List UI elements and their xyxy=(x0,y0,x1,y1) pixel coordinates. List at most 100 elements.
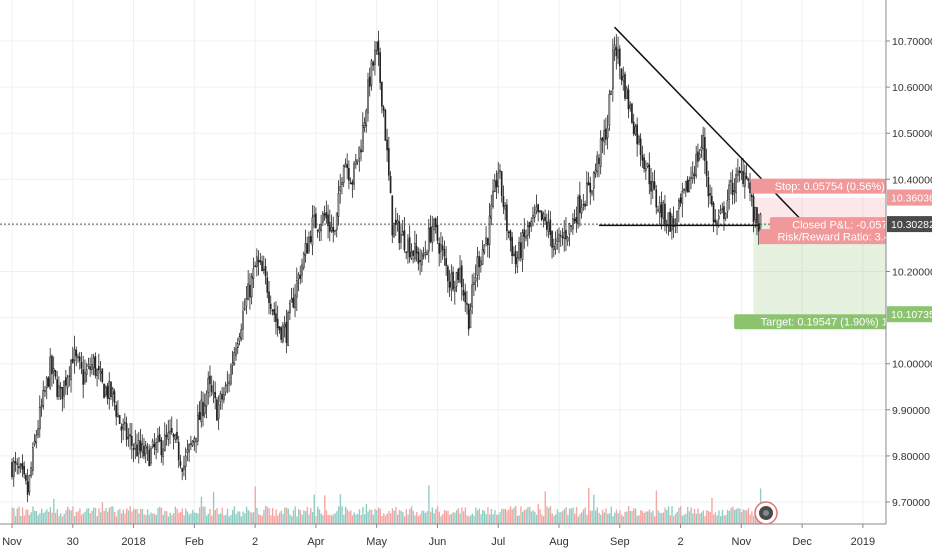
volume-bar xyxy=(541,514,543,524)
volume-bar xyxy=(18,506,20,524)
candle-body xyxy=(361,125,364,152)
candle-body xyxy=(438,242,441,254)
candle-body xyxy=(412,250,414,256)
candle-body xyxy=(99,371,102,374)
candle xyxy=(622,66,625,91)
volume-bar xyxy=(330,515,333,524)
candle xyxy=(697,143,699,168)
volume-bar xyxy=(244,513,246,524)
current-price-badge-box xyxy=(887,216,932,233)
volume-bar xyxy=(54,512,57,524)
candle xyxy=(202,391,204,427)
candle-body xyxy=(183,465,185,470)
candle xyxy=(91,354,93,375)
candle xyxy=(502,185,505,215)
candle-body xyxy=(603,130,605,143)
candle-body xyxy=(297,274,300,280)
volume-bar xyxy=(112,506,114,524)
candle-body xyxy=(134,442,137,449)
volume-bar xyxy=(205,515,208,524)
candle xyxy=(342,164,345,187)
volume-bar xyxy=(499,512,501,524)
candle xyxy=(229,363,232,386)
candle-body xyxy=(262,268,265,271)
volume-bar xyxy=(565,507,567,524)
candle-body xyxy=(273,309,276,315)
volume-bar xyxy=(417,516,420,524)
candle-body xyxy=(358,146,361,159)
candle xyxy=(124,413,126,431)
candle-body xyxy=(455,272,458,287)
candle xyxy=(599,130,602,175)
volume-bar xyxy=(87,508,90,524)
candle xyxy=(320,214,322,242)
candle-body xyxy=(660,204,663,218)
candle xyxy=(290,287,293,303)
time-tick-label: 2 xyxy=(252,536,258,548)
candle-body xyxy=(184,455,187,467)
candle-body xyxy=(480,260,482,266)
candle xyxy=(552,238,555,257)
scroll-to-realtime-button[interactable] xyxy=(754,501,778,525)
candle xyxy=(625,85,628,100)
candle xyxy=(492,179,494,209)
candle-body xyxy=(14,461,17,464)
candle xyxy=(221,387,223,410)
volume-bar xyxy=(527,507,529,524)
candle-body xyxy=(328,222,331,232)
candle xyxy=(539,210,541,214)
candle-body xyxy=(25,474,27,481)
volume-bar xyxy=(542,516,545,524)
candle xyxy=(16,458,19,475)
candle-body xyxy=(233,352,236,365)
candle xyxy=(582,194,585,211)
candle xyxy=(361,112,364,153)
candle-body xyxy=(242,311,244,330)
candle-body xyxy=(579,195,581,214)
candle xyxy=(488,202,491,259)
candle-body xyxy=(566,237,569,242)
candle xyxy=(59,381,62,401)
candle-body xyxy=(63,380,65,397)
volume-bar xyxy=(629,510,632,524)
candle-body xyxy=(554,243,557,250)
volume-bar xyxy=(35,510,38,524)
candle xyxy=(627,84,630,119)
candle-body xyxy=(271,309,274,312)
candle xyxy=(573,209,576,224)
candle-body xyxy=(117,413,119,417)
candle xyxy=(507,230,510,239)
candle-body xyxy=(450,273,453,291)
volume-bar xyxy=(308,514,310,524)
candle xyxy=(382,104,385,118)
candle-body xyxy=(690,177,692,179)
candle xyxy=(353,160,355,190)
volume-bar xyxy=(133,508,135,524)
candle-body xyxy=(223,393,225,401)
candle-body xyxy=(59,386,62,389)
volume-bar xyxy=(627,506,630,524)
candle xyxy=(747,177,750,189)
candle xyxy=(540,210,543,222)
candle xyxy=(257,250,260,276)
volume-bar xyxy=(150,512,152,524)
volume-bar xyxy=(218,514,220,524)
candle xyxy=(662,200,665,225)
candle-body xyxy=(275,313,277,322)
candle-body xyxy=(502,196,505,207)
candle-body xyxy=(672,218,675,227)
candle-body xyxy=(615,47,618,57)
volume-bar xyxy=(273,516,276,524)
volume-bar xyxy=(528,506,531,524)
volume-bar xyxy=(732,506,734,524)
candle xyxy=(379,47,381,90)
candle-body xyxy=(605,128,607,140)
candle xyxy=(611,38,614,102)
volume-bar xyxy=(495,514,498,524)
candle-body xyxy=(511,237,513,257)
candle xyxy=(526,220,529,247)
candle xyxy=(127,428,130,447)
volume-bar xyxy=(176,508,178,524)
candle xyxy=(433,217,435,242)
candle-body xyxy=(221,394,223,400)
